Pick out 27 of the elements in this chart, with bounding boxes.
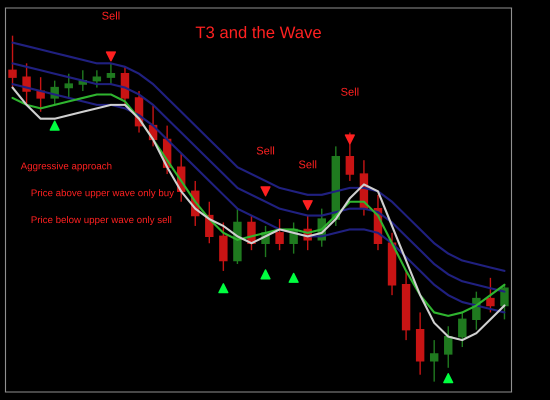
point — [302, 200, 313, 210]
candlestick — [346, 132, 354, 182]
point — [218, 283, 228, 294]
candlestick — [430, 339, 438, 382]
candlestick — [64, 73, 73, 99]
candlestick — [106, 62, 116, 85]
point — [50, 120, 60, 131]
point — [106, 51, 116, 62]
candlestick — [275, 218, 284, 251]
point — [344, 134, 355, 145]
candlestick — [444, 326, 452, 368]
candlestick — [458, 312, 467, 348]
candlestick — [8, 34, 17, 88]
candlestick — [92, 70, 102, 88]
annotation: Aggressive approach — [20, 162, 112, 172]
text: Sell — [102, 11, 120, 20]
chart-title: T3 and the Wave — [196, 26, 321, 38]
point — [443, 373, 454, 384]
annotation: Price above upper wave only buy — [32, 189, 174, 198]
text: Sell — [298, 160, 316, 168]
point — [260, 269, 271, 280]
point — [260, 186, 271, 196]
text: Sell — [256, 146, 274, 155]
candlestick — [486, 277, 495, 314]
point — [288, 272, 299, 283]
text: Sell — [341, 88, 358, 96]
annotation: Price below upper wave only sell — [32, 216, 172, 226]
